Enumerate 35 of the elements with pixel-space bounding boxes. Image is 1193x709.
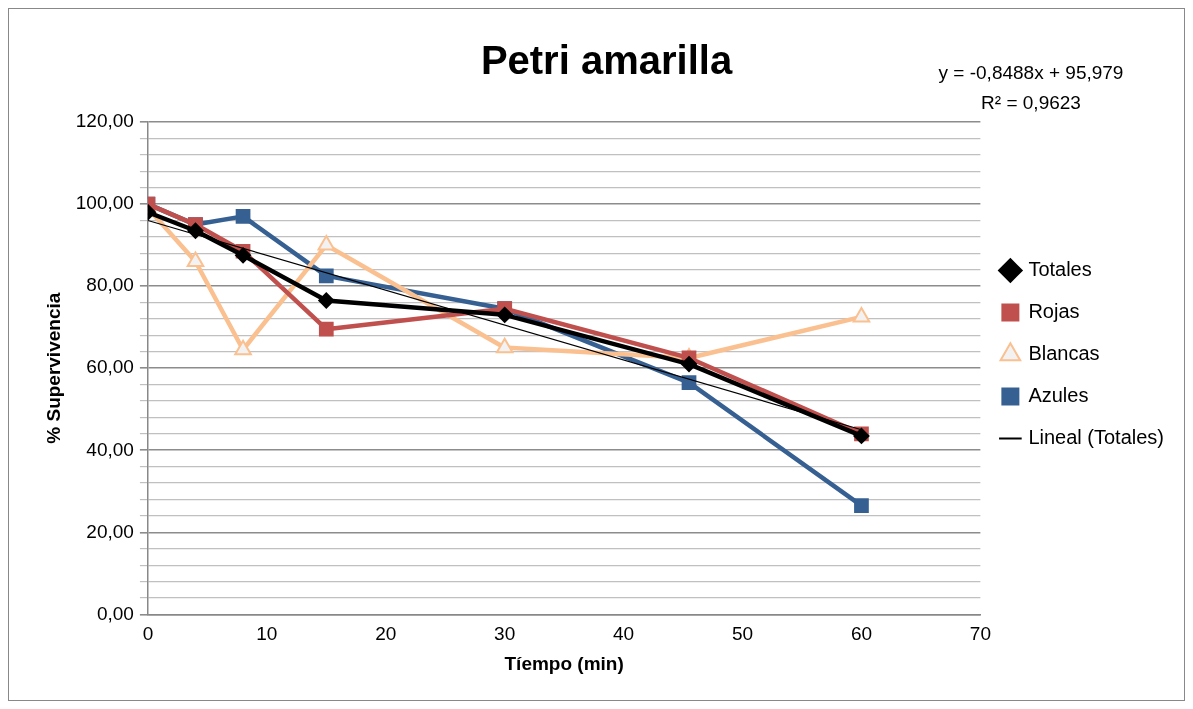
legend-label: Azules — [1028, 384, 1089, 407]
x-tick-label: 30 — [494, 623, 516, 645]
point — [854, 498, 869, 514]
text: y = -0,8488x + 95,979 — [938, 62, 1124, 83]
x-tick-label: 0 — [142, 623, 154, 645]
x-tick-label: 20 — [375, 623, 397, 645]
text: R² = 0,9623 — [981, 92, 1081, 113]
point — [317, 235, 336, 251]
y-tick-label: 0,00 — [96, 602, 134, 624]
legend-label: Blancas — [1028, 342, 1100, 365]
chart-title: Petri amarilla — [480, 38, 733, 83]
point — [235, 247, 252, 264]
y-tick-label: 20,00 — [86, 520, 134, 542]
y-tick-label: 80,00 — [86, 274, 134, 296]
x-axis-title: Tíempo (min) — [504, 652, 624, 674]
point — [187, 222, 204, 239]
point — [681, 356, 698, 373]
legend-label: Totales — [1028, 258, 1092, 281]
point — [186, 251, 205, 268]
legend-label: Rojas — [1028, 300, 1080, 323]
point — [318, 292, 335, 309]
x-tick-label: 40 — [613, 623, 635, 645]
x-tick-label: 70 — [969, 623, 991, 645]
point — [318, 321, 334, 337]
y-axis-title: % Supervivencia — [42, 292, 64, 444]
y-tick-label: 40,00 — [86, 438, 134, 460]
x-tick-label: 60 — [850, 623, 873, 645]
x-tick-label: 50 — [731, 623, 754, 645]
point — [235, 209, 251, 224]
legend-label: Lineal (Totales) — [1028, 426, 1164, 449]
x-tick-label: 10 — [256, 623, 278, 645]
point — [496, 306, 513, 323]
y-tick-label: 120,00 — [75, 110, 134, 132]
y-tick-label: 60,00 — [86, 356, 134, 378]
y-tick-label: 100,00 — [75, 192, 134, 214]
